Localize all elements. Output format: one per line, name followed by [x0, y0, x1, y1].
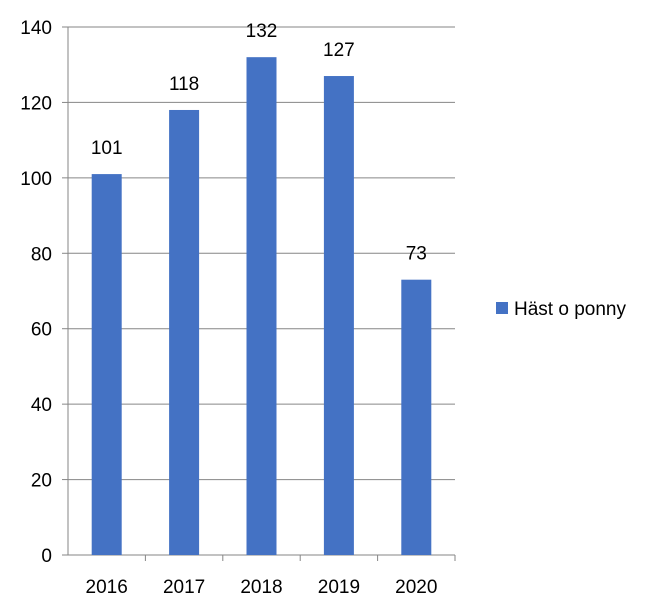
- data-label: 101: [91, 138, 123, 159]
- data-label: 132: [246, 21, 278, 42]
- legend: Häst o ponny: [496, 299, 626, 320]
- y-tick-label: 120: [20, 93, 52, 114]
- data-label: 127: [323, 40, 355, 61]
- y-tick-label: 80: [31, 244, 52, 265]
- x-tick-label: 2018: [240, 577, 282, 598]
- bar: [246, 57, 277, 556]
- data-label: 73: [406, 244, 427, 265]
- x-tick-label: 2016: [86, 577, 128, 598]
- y-tick-label: 140: [20, 18, 52, 39]
- y-tick-label: 100: [20, 169, 52, 190]
- data-label: 118: [169, 74, 199, 95]
- bar: [91, 174, 122, 556]
- x-tick-label: 2017: [163, 577, 205, 598]
- legend-swatch-icon: [496, 302, 508, 314]
- x-axis-tick-labels: 2016 2017 2018 2019 2020: [86, 577, 438, 598]
- data-labels: 101 118 132 127 73: [91, 21, 427, 265]
- bars: [91, 57, 432, 556]
- y-tick-label: 40: [31, 395, 52, 416]
- bar: [401, 279, 432, 555]
- legend-label: Häst o ponny: [514, 299, 626, 320]
- x-tick-label: 2019: [318, 577, 360, 598]
- y-tick-label: 60: [31, 320, 52, 341]
- y-tick-label: 20: [31, 471, 52, 492]
- bar: [323, 76, 354, 556]
- y-tick-label: 0: [41, 546, 52, 567]
- y-axis-tick-labels: 0 20 40 60 80 100 120 140: [20, 18, 52, 567]
- bar: [169, 109, 200, 555]
- x-tick-label: 2020: [395, 577, 437, 598]
